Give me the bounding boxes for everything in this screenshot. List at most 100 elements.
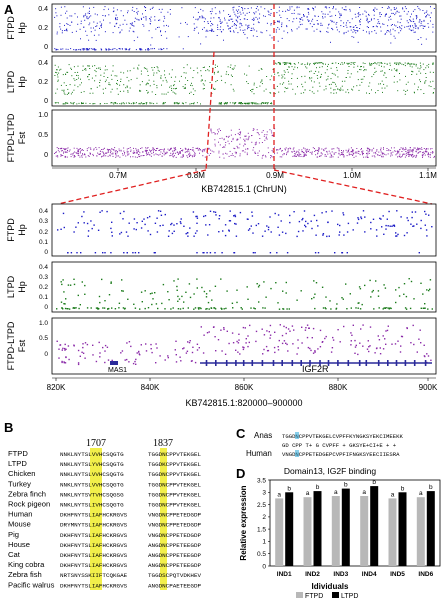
ltpd-hp-point [347, 70, 349, 71]
zoom-ltpd-point [201, 286, 203, 289]
ftpd-hp-point [137, 13, 138, 15]
ftpd-hp-point [80, 20, 82, 22]
ftpd-hp-point [90, 27, 92, 29]
zoom-ftpd-point [403, 234, 406, 237]
ltpd-hp-point [71, 102, 73, 104]
zoom-ftpd-point [425, 213, 427, 215]
zoom-ltpd-point [90, 307, 92, 309]
ltpd-hp-point [200, 75, 202, 77]
ltpd-hp-point [404, 65, 406, 67]
ftpd-hp-point [102, 15, 104, 16]
top-x-axis-title: KB742815.1 (ChrUN) [201, 184, 287, 194]
ltpd-hp-point [369, 82, 371, 84]
zoom-ltpd-point [214, 308, 217, 310]
zoom-fst-point [104, 350, 106, 352]
ftpd-hp-point [296, 7, 298, 9]
fst-point [108, 149, 110, 150]
ftpd-hp-point [122, 15, 124, 17]
zoom-fst-point [61, 361, 63, 364]
ltpd-hp-point [180, 75, 182, 77]
ltpd-hp-point [246, 74, 248, 76]
zoom-ftpd-point [224, 234, 227, 237]
fst-point [148, 152, 150, 154]
ftpd-hp-point [125, 49, 127, 51]
fst-point [226, 136, 228, 138]
fst-point [264, 155, 266, 157]
ftpd-hp-point [92, 48, 94, 50]
fst-point [74, 155, 75, 157]
fst-point [115, 154, 117, 156]
ftpd-hp-point [112, 32, 114, 34]
zoom-ftpd-point [128, 222, 130, 224]
exon [377, 360, 380, 366]
fst-point [366, 155, 368, 157]
zoom-ltpd-point [226, 290, 228, 292]
ftpd-hp-point [297, 13, 299, 15]
ltpd-hp-point [363, 66, 365, 68]
ftpd-hp-point [228, 19, 230, 21]
ftpd-hp-point [326, 7, 328, 9]
zoom-ltpd-point [187, 307, 189, 309]
zoom-fst-point [65, 356, 67, 358]
fst-point [68, 150, 70, 152]
fst-point [55, 151, 57, 153]
ftpd-hp-point [155, 28, 157, 30]
zoom-ltpd-point [167, 291, 169, 293]
fst-point [120, 149, 122, 151]
fst-point [352, 149, 354, 150]
ltpd-hp-point [106, 69, 108, 71]
fst-point [430, 152, 432, 154]
ltpd-hp-point [233, 67, 235, 69]
ftpd-hp-point [346, 22, 347, 24]
fst-point [159, 149, 161, 151]
ftpd-hp-point [245, 24, 247, 26]
ftpd-hp-point [94, 29, 96, 31]
fst-point [362, 150, 364, 152]
zoom-ltpd-point [313, 280, 315, 282]
ftpd-hp-point [87, 18, 89, 20]
fst-point [252, 130, 254, 131]
ftpd-hp-point [291, 6, 293, 8]
fst-point [77, 150, 79, 152]
fst-point [59, 148, 61, 150]
zoom-ltpd-point [286, 308, 288, 310]
zoom-fst-point [128, 341, 131, 343]
ftpd-hp-point [316, 28, 318, 30]
ltpd-hp-point [94, 65, 96, 67]
zoom-fst-point [175, 354, 177, 356]
zoom-fst-point [104, 344, 107, 347]
ltpd-hp-point [338, 63, 339, 64]
fst-point [380, 151, 382, 153]
ltpd-hp-point [260, 81, 262, 83]
zoom-fst-point [296, 353, 298, 355]
ltpd-hp-point [87, 76, 89, 78]
fst-point [145, 150, 147, 152]
fst-point [152, 148, 154, 150]
ftpd-hp-point [90, 31, 92, 33]
ltpd-hp-point [190, 91, 192, 93]
ftpd-hp-point [424, 12, 426, 14]
fst-point [380, 149, 382, 151]
ftpd-hp-point [383, 23, 385, 25]
fst-point [113, 149, 115, 151]
fst-point [194, 153, 196, 155]
panel-d-label: D [236, 466, 245, 481]
zoom-fst-point [319, 329, 322, 332]
ftpd-hp-point [197, 19, 199, 21]
fst-point [422, 153, 424, 155]
fst-point [130, 156, 131, 158]
chart-title: Domain13, IG2F binding [284, 466, 376, 476]
fst-point [122, 154, 124, 156]
ftpd-hp-point [66, 10, 68, 12]
ftpd-hp-point [413, 31, 415, 33]
fst-point [182, 154, 184, 156]
zoom-fst-point [312, 352, 315, 354]
ftpd-hp-point [405, 8, 407, 10]
ftpd-hp-point [237, 21, 239, 23]
ltpd-hp-point [284, 91, 286, 93]
fst-point [400, 147, 402, 149]
ftpd-hp-point [311, 20, 313, 22]
zoom-ltpd-point [107, 308, 109, 310]
ltpd-hp-point [192, 88, 194, 90]
zoom-ftpd-point [189, 227, 191, 229]
